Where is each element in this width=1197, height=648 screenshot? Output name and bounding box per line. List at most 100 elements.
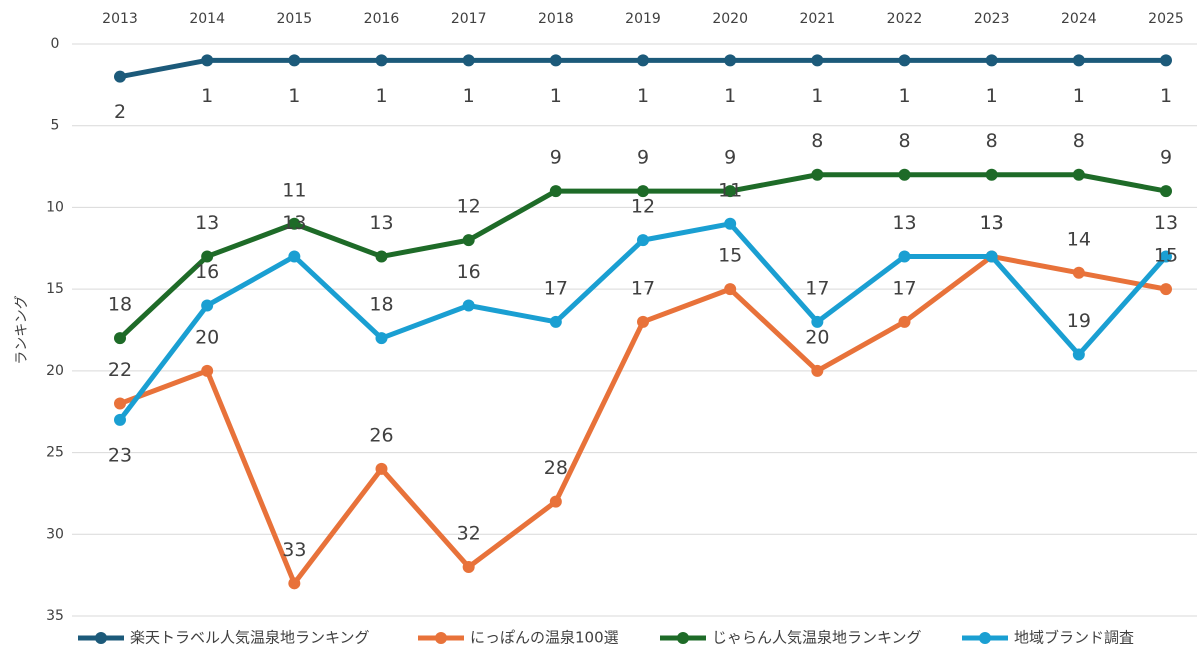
data-label: 11 bbox=[718, 179, 742, 201]
data-label: 16 bbox=[195, 261, 219, 283]
data-label: 9 bbox=[550, 147, 562, 169]
y-tick-label: 25 bbox=[46, 445, 64, 461]
data-point bbox=[549, 54, 562, 67]
y-tick-label: 15 bbox=[46, 281, 64, 297]
data-point bbox=[1160, 250, 1172, 263]
data-label: 9 bbox=[1160, 147, 1172, 169]
data-label: 33 bbox=[282, 539, 306, 561]
x-tick-label: 2022 bbox=[887, 11, 923, 27]
data-label: 23 bbox=[108, 444, 132, 466]
data-point bbox=[898, 250, 911, 263]
data-label: 8 bbox=[1073, 130, 1085, 152]
data-label: 18 bbox=[369, 294, 393, 316]
data-label: 20 bbox=[805, 326, 829, 348]
data-point bbox=[462, 299, 475, 312]
y-tick-label: 5 bbox=[51, 118, 60, 134]
data-label: 13 bbox=[980, 212, 1004, 234]
legend-swatch-dot bbox=[435, 632, 447, 644]
data-point bbox=[375, 332, 388, 345]
data-point bbox=[462, 560, 475, 573]
data-label: 2 bbox=[114, 101, 126, 123]
data-label: 19 bbox=[1067, 310, 1091, 332]
data-label: 9 bbox=[724, 147, 736, 169]
data-label: 17 bbox=[892, 277, 916, 299]
data-label: 13 bbox=[892, 212, 916, 234]
y-tick-label: 35 bbox=[46, 608, 64, 624]
data-label: 1 bbox=[1160, 85, 1172, 107]
x-tick-label: 2018 bbox=[538, 11, 574, 27]
data-point bbox=[637, 315, 649, 328]
legend-swatch-dot bbox=[677, 632, 689, 644]
data-point bbox=[811, 364, 824, 377]
data-label: 16 bbox=[457, 261, 481, 283]
data-point bbox=[1072, 54, 1085, 67]
data-point bbox=[549, 495, 562, 508]
data-point bbox=[985, 250, 998, 263]
x-tick-label: 2019 bbox=[625, 11, 661, 27]
data-point bbox=[1072, 266, 1085, 279]
data-point bbox=[462, 234, 475, 247]
data-point bbox=[724, 54, 737, 67]
data-label: 1 bbox=[550, 85, 562, 107]
x-tick-label: 2014 bbox=[189, 11, 225, 27]
data-point bbox=[549, 185, 562, 198]
data-point bbox=[114, 70, 126, 83]
data-point bbox=[637, 234, 649, 247]
x-tick-label: 2020 bbox=[712, 11, 748, 27]
data-label: 13 bbox=[980, 212, 1004, 234]
legend-label: にっぽんの温泉100選 bbox=[470, 629, 619, 647]
y-tick-label: 0 bbox=[51, 36, 60, 52]
data-point bbox=[288, 250, 301, 263]
x-tick-label: 2013 bbox=[102, 11, 138, 27]
data-label: 12 bbox=[631, 196, 655, 218]
x-tick-label: 2023 bbox=[974, 11, 1010, 27]
legend-label: じゃらん人気温泉地ランキング bbox=[712, 629, 922, 647]
y-tick-label: 10 bbox=[46, 199, 64, 215]
x-tick-label: 2015 bbox=[277, 11, 313, 27]
data-label: 1 bbox=[288, 85, 300, 107]
data-label: 17 bbox=[631, 277, 655, 299]
data-point bbox=[811, 315, 824, 328]
data-point bbox=[288, 217, 301, 230]
data-label: 13 bbox=[1154, 212, 1178, 234]
data-label: 1 bbox=[463, 85, 475, 107]
data-point bbox=[724, 217, 737, 230]
data-label: 1 bbox=[375, 85, 387, 107]
x-tick-label: 2025 bbox=[1148, 11, 1184, 27]
data-label: 17 bbox=[544, 277, 568, 299]
data-label: 17 bbox=[805, 277, 829, 299]
data-point bbox=[1072, 348, 1085, 361]
data-point bbox=[201, 364, 214, 377]
data-point bbox=[375, 54, 388, 67]
data-point bbox=[549, 315, 562, 328]
y-tick-label: 30 bbox=[46, 526, 64, 542]
data-point bbox=[1160, 54, 1172, 67]
data-point bbox=[375, 250, 388, 263]
data-label: 15 bbox=[1154, 245, 1178, 267]
data-label: 15 bbox=[718, 245, 742, 267]
data-label: 1 bbox=[201, 85, 213, 107]
data-point bbox=[637, 54, 649, 67]
x-tick-label: 2017 bbox=[451, 11, 487, 27]
data-point bbox=[201, 299, 214, 312]
data-label: 8 bbox=[811, 130, 823, 152]
data-label: 18 bbox=[108, 294, 132, 316]
data-label: 12 bbox=[457, 196, 481, 218]
data-label: 13 bbox=[282, 212, 306, 234]
y-axis-label: ランキング bbox=[14, 295, 30, 365]
data-point bbox=[114, 397, 126, 410]
data-point bbox=[1072, 168, 1085, 181]
data-point bbox=[375, 462, 388, 475]
data-point bbox=[811, 54, 824, 67]
legend-swatch-dot bbox=[95, 632, 107, 644]
data-point bbox=[985, 54, 998, 67]
x-tick-label: 2021 bbox=[800, 11, 836, 27]
data-label: 1 bbox=[1073, 85, 1085, 107]
data-label: 9 bbox=[637, 147, 649, 169]
data-point bbox=[114, 413, 126, 426]
data-point bbox=[811, 168, 824, 181]
data-point bbox=[898, 54, 911, 67]
data-label: 13 bbox=[369, 212, 393, 234]
data-point bbox=[898, 315, 911, 328]
